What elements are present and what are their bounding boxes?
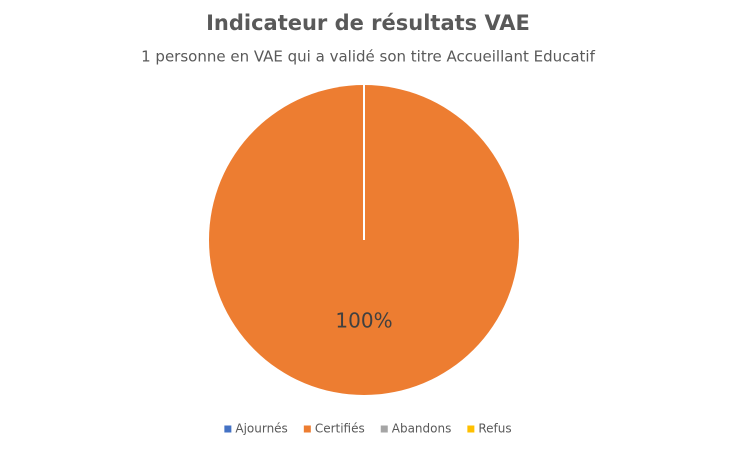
legend-swatch [303, 425, 311, 433]
legend-swatch [380, 425, 388, 433]
legend-label: Abandons [392, 422, 452, 436]
legend-label: Ajournés [235, 422, 287, 436]
chart-subtitle: 1 personne en VAE qui a validé son titre… [141, 48, 595, 66]
legend-label: Refus [478, 422, 511, 436]
legend-swatch [467, 425, 475, 433]
chart-title: Indicateur de résultats VAE [206, 11, 530, 35]
legend-label: Certifiés [315, 422, 365, 436]
data-label: 100% [335, 309, 392, 333]
legend-swatch [224, 425, 232, 433]
